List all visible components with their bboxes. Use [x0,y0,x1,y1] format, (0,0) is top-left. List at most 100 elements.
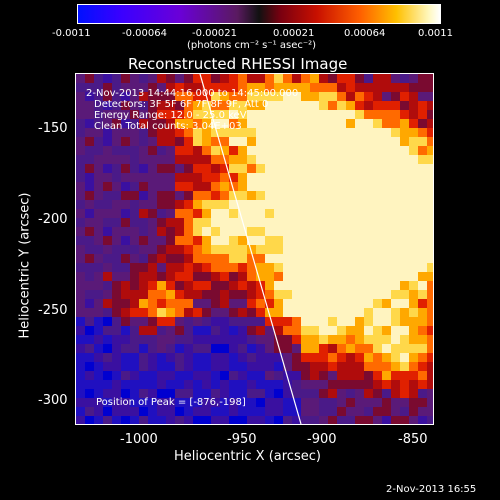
image-pixel [193,362,202,371]
image-pixel [427,299,433,308]
image-pixel [328,137,337,146]
image-pixel [400,299,409,308]
image-pixel [355,281,364,290]
image-pixel [121,353,130,362]
image-pixel [319,146,328,155]
image-pixel [301,308,310,317]
image-pixel [112,137,121,146]
image-pixel [85,254,94,263]
image-pixel [166,272,175,281]
image-pixel [211,281,220,290]
image-pixel [94,272,103,281]
image-pixel [229,254,238,263]
image-pixel [337,398,346,407]
image-pixel [355,92,364,101]
image-pixel [301,191,310,200]
image-pixel [265,164,274,173]
image-pixel [274,398,283,407]
image-pixel [274,389,283,398]
image-pixel [139,299,148,308]
image-pixel [301,272,310,281]
image-pixel [112,146,121,155]
image-pixel [166,218,175,227]
image-pixel [184,308,193,317]
image-pixel [319,317,328,326]
image-pixel [418,173,427,182]
image-pixel [112,317,121,326]
image-pixel [130,173,139,182]
image-pixel [157,407,166,416]
image-pixel [400,308,409,317]
image-pixel [229,299,238,308]
image-pixel [283,317,292,326]
image-pixel [427,119,433,128]
image-pixel [112,290,121,299]
colorbar-tick: 0.00021 [273,28,315,39]
image-pixel [256,119,265,128]
image-pixel [346,407,355,416]
energy-range: Energy Range: 12.0 - 25.0 keV [94,110,247,121]
image-pixel [238,335,247,344]
image-pixel [247,236,256,245]
image-pixel [175,110,184,119]
image-pixel [328,254,337,263]
image-pixel [247,407,256,416]
image-pixel [328,416,337,424]
image-pixel [400,173,409,182]
image-pixel [283,83,292,92]
image-pixel [76,254,85,263]
image-pixel [319,155,328,164]
image-pixel [211,326,220,335]
image-pixel [157,74,166,83]
image-pixel [265,272,274,281]
image-pixel [346,263,355,272]
image-pixel [337,182,346,191]
image-pixel [103,200,112,209]
image-pixel [283,155,292,164]
image-pixel [184,164,193,173]
image-pixel [346,83,355,92]
image-pixel [238,236,247,245]
image-pixel [175,308,184,317]
image-pixel [364,245,373,254]
image-pixel [211,344,220,353]
image-pixel [310,83,319,92]
image-pixel [211,137,220,146]
image-pixel [193,380,202,389]
image-pixel [211,92,220,101]
image-pixel [256,389,265,398]
image-pixel [373,380,382,389]
image-pixel [103,326,112,335]
image-pixel [103,317,112,326]
image-pixel [265,290,274,299]
image-pixel [220,83,229,92]
image-pixel [364,389,373,398]
image-pixel [202,200,211,209]
image-pixel [76,218,85,227]
image-pixel [238,344,247,353]
image-pixel [364,191,373,200]
image-pixel [184,92,193,101]
image-pixel [229,155,238,164]
image-pixel [247,344,256,353]
image-pixel [373,236,382,245]
image-pixel [94,155,103,164]
image-pixel [247,389,256,398]
image-pixel [130,146,139,155]
image-pixel [382,416,391,424]
image-pixel [238,353,247,362]
image-pixel [229,191,238,200]
image-pixel [130,182,139,191]
image-pixel [229,245,238,254]
image-pixel [94,326,103,335]
image-pixel [121,236,130,245]
image-pixel [76,200,85,209]
image-pixel [400,209,409,218]
image-pixel [94,227,103,236]
image-pixel [400,371,409,380]
image-pixel [292,353,301,362]
image-pixel [355,119,364,128]
image-pixel [256,74,265,83]
image-pixel [373,254,382,263]
image-pixel [166,362,175,371]
